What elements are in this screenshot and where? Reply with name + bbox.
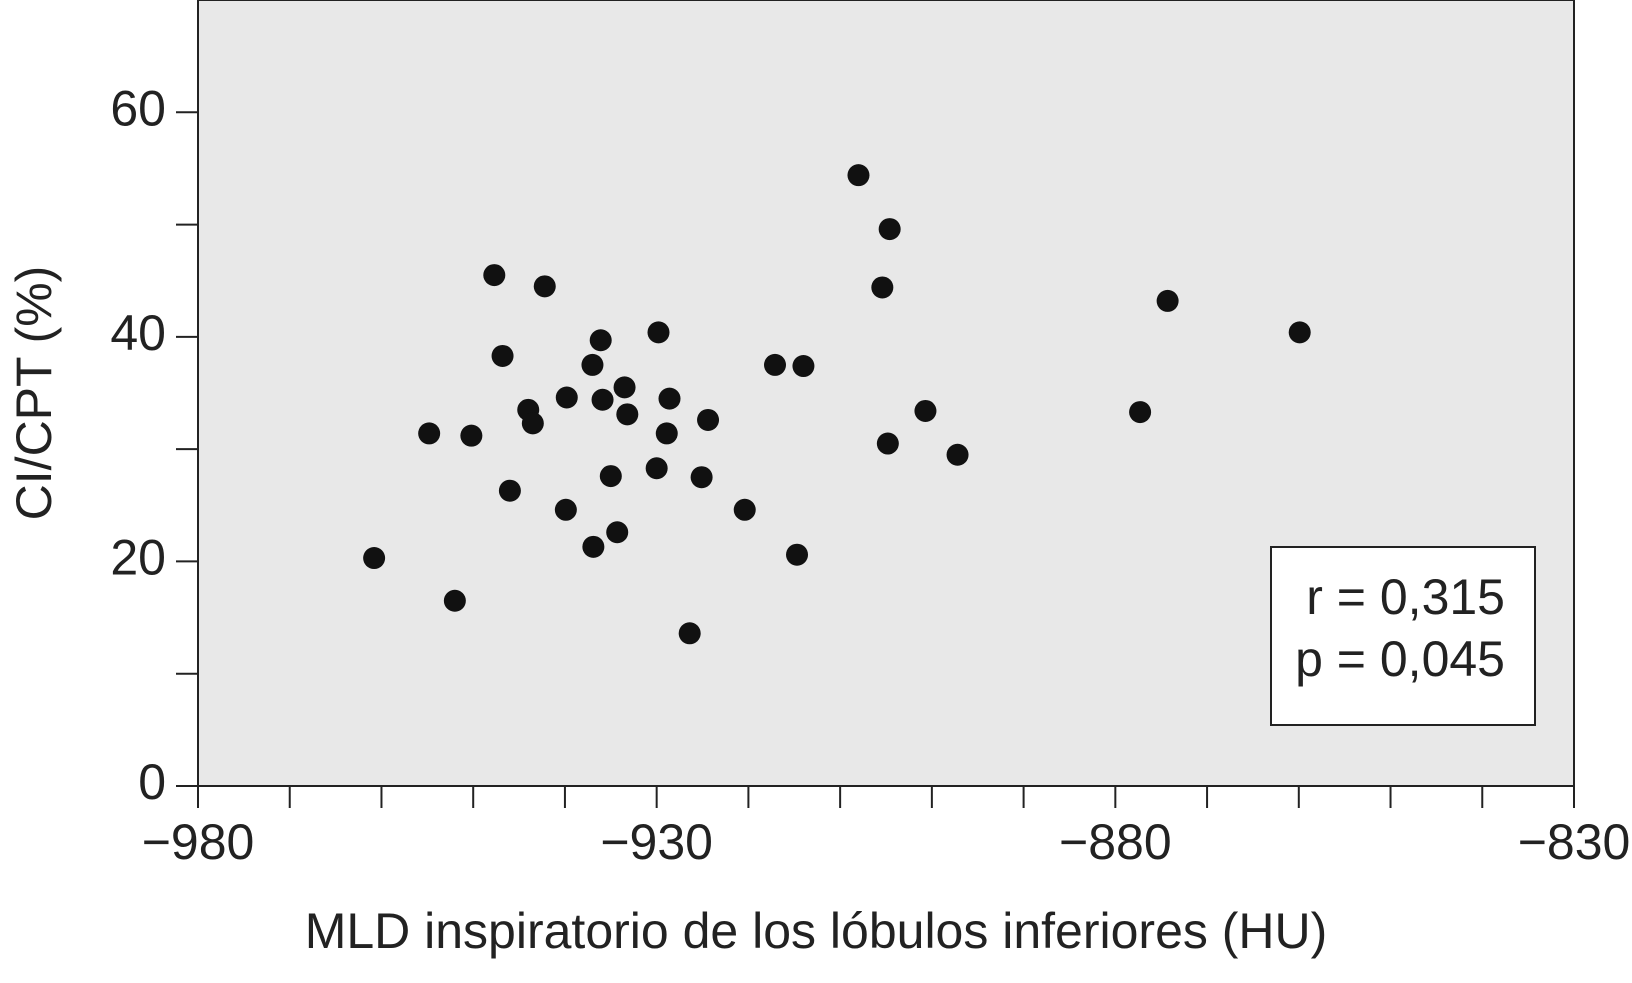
y-tick-label: 20	[110, 530, 166, 586]
x-tick-label: −880	[1059, 814, 1172, 870]
point	[581, 353, 604, 376]
point	[443, 589, 466, 612]
point	[582, 535, 605, 558]
point	[418, 422, 441, 445]
y-tick-label: 60	[110, 80, 166, 136]
point	[658, 387, 681, 410]
point	[363, 547, 386, 570]
point	[599, 465, 622, 488]
point	[678, 622, 701, 645]
y-tick-label: 40	[110, 305, 166, 361]
point	[1129, 401, 1152, 424]
annotation: r = 0,315	[1306, 569, 1505, 625]
point	[1156, 289, 1179, 312]
point	[616, 403, 639, 426]
point	[871, 276, 894, 299]
point	[697, 408, 720, 431]
x-tick-label: −980	[142, 814, 255, 870]
point	[847, 164, 870, 187]
point	[460, 424, 483, 447]
point	[914, 399, 937, 422]
point	[647, 321, 670, 344]
point	[521, 412, 544, 435]
point	[733, 498, 756, 521]
annotation: p = 0,045	[1295, 631, 1505, 687]
point	[690, 466, 713, 489]
x-tick-label: −830	[1518, 814, 1631, 870]
point	[792, 355, 815, 378]
point	[589, 329, 612, 352]
y-tick-label: 0	[138, 754, 166, 810]
point	[645, 457, 668, 480]
point	[786, 543, 809, 566]
point	[498, 479, 521, 502]
y-axis-label: CI/CPT (%)	[6, 266, 62, 521]
point	[764, 353, 787, 376]
point	[613, 376, 636, 399]
point	[1288, 321, 1311, 344]
point	[591, 388, 614, 411]
point	[483, 264, 506, 287]
point	[878, 218, 901, 241]
point	[946, 443, 969, 466]
annotation-box	[1270, 546, 1536, 726]
point	[533, 275, 556, 298]
point	[491, 344, 514, 367]
point	[606, 521, 629, 544]
x-tick-label: −930	[600, 814, 713, 870]
point	[555, 386, 578, 409]
point	[655, 422, 678, 445]
x-axis-label: MLD inspiratorio de los lóbulos inferior…	[305, 903, 1328, 959]
point	[554, 498, 577, 521]
point	[876, 432, 899, 455]
